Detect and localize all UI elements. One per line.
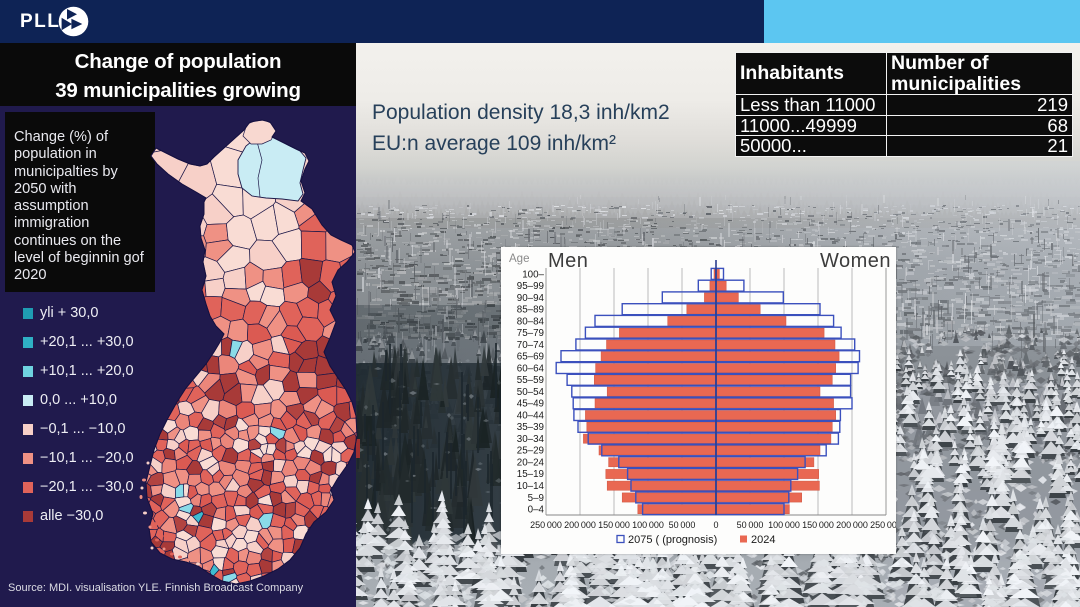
svg-text:60–64: 60–64 [517,363,545,374]
svg-text:5–9: 5–9 [528,493,544,504]
svg-text:Age: Age [509,253,529,265]
svg-text:Men: Men [548,250,588,272]
svg-text:150 000: 150 000 [598,520,630,530]
svg-text:100 000: 100 000 [632,520,664,530]
svg-text:15–19: 15–19 [517,469,544,480]
svg-text:85–89: 85–89 [517,305,544,316]
svg-text:2075 ( (prognosis): 2075 ( (prognosis) [628,534,717,546]
svg-text:75–79: 75–79 [517,328,544,339]
svg-text:100–: 100– [522,269,544,280]
svg-text:35–39: 35–39 [517,422,544,433]
svg-text:30–34: 30–34 [517,434,545,445]
svg-text:10–14: 10–14 [517,481,545,492]
svg-text:100 000: 100 000 [768,520,800,530]
svg-text:95–99: 95–99 [517,281,544,292]
svg-text:200 000: 200 000 [564,520,596,530]
svg-text:150 000: 150 000 [802,520,834,530]
svg-text:40–44: 40–44 [517,410,545,421]
svg-text:45–49: 45–49 [517,399,544,410]
svg-text:50 000: 50 000 [669,520,696,530]
svg-text:250 000: 250 000 [530,520,562,530]
svg-text:55–59: 55–59 [517,375,544,386]
svg-text:70–74: 70–74 [517,340,545,351]
svg-text:200 000: 200 000 [836,520,868,530]
svg-text:20–24: 20–24 [517,458,545,469]
svg-text:2024: 2024 [751,534,775,546]
svg-text:25–29: 25–29 [517,446,544,457]
svg-text:65–69: 65–69 [517,352,544,363]
svg-text:0–4: 0–4 [528,505,545,516]
svg-text:90–94: 90–94 [517,293,545,304]
svg-text:80–84: 80–84 [517,316,545,327]
svg-text:50 000: 50 000 [737,520,764,530]
svg-text:50–54: 50–54 [517,387,545,398]
svg-text:0: 0 [713,520,718,530]
svg-text:Women: Women [820,250,891,272]
svg-text:250 000: 250 000 [870,520,896,530]
